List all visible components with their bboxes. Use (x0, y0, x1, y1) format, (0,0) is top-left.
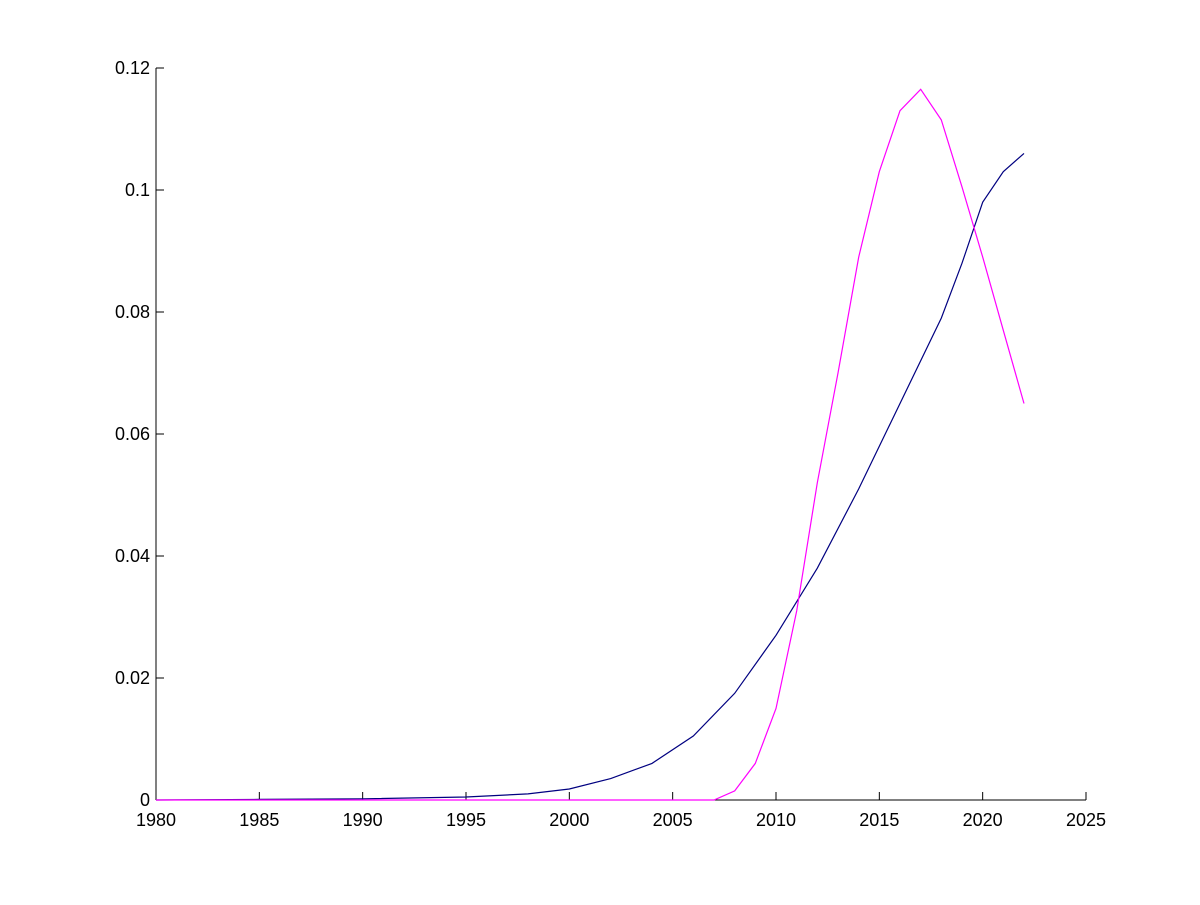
axes: 1980 1985 1990 1995 2000 2005 2010 2015 2020 2025… (115, 58, 1106, 830)
y-tick-label: 0.08 (115, 302, 150, 322)
x-tick-label: 2010 (756, 810, 796, 830)
y-tick-label: 0 (140, 790, 150, 810)
x-tick-label: 2000 (549, 810, 589, 830)
x-tick-label: 2025 (1066, 810, 1106, 830)
y-tick-label: 0.02 (115, 668, 150, 688)
x-tick-label: 2015 (859, 810, 899, 830)
x-tick-label: 1980 (136, 810, 176, 830)
y-tick-label: 0.06 (115, 424, 150, 444)
x-tick-label: 1990 (343, 810, 383, 830)
y-tick-label: 0.04 (115, 546, 150, 566)
x-tick-label: 2005 (653, 810, 693, 830)
x-tick-label: 1995 (446, 810, 486, 830)
series-lines (155, 88, 1025, 801)
x-tick-label: 2020 (963, 810, 1003, 830)
x-tick-label: 1985 (239, 810, 279, 830)
series-line-2 (156, 88, 1025, 801)
y-tick-label: 0.1 (125, 180, 150, 200)
series-line-1 (155, 152, 1025, 801)
y-tick-label: 0.12 (115, 58, 150, 78)
